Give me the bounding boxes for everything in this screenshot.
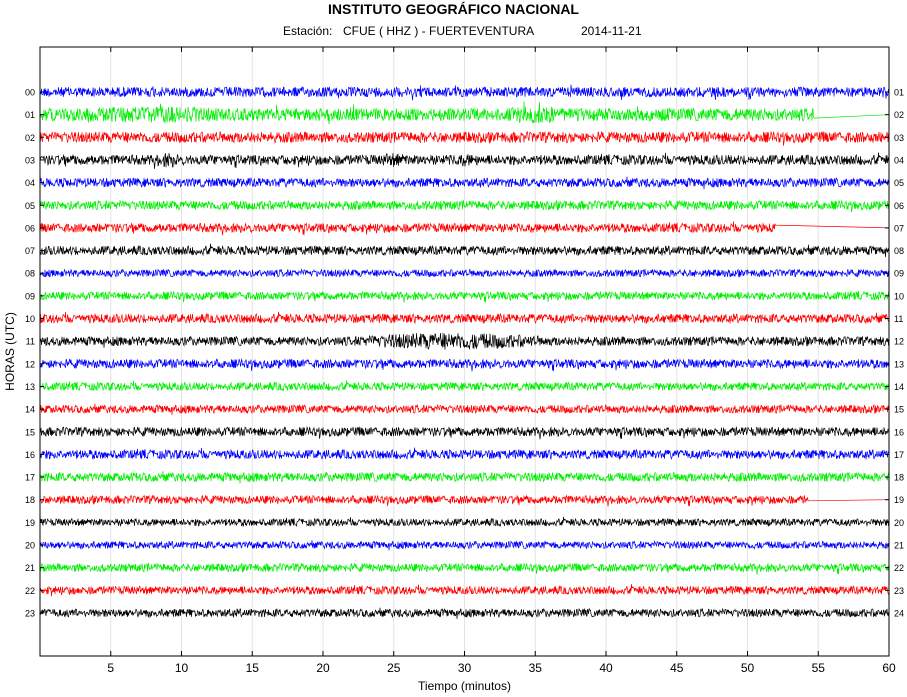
x-tick-label: 50	[741, 661, 755, 675]
hour-label-right: 23	[894, 586, 904, 596]
station-label: Estación:	[283, 24, 333, 38]
trace-hour-14	[39, 403, 890, 416]
trace-hour-13	[39, 380, 890, 392]
chart-subtitle: Estación: CFUE ( HHZ ) - FUERTEVENTURA 2…	[0, 24, 907, 40]
x-tick-label: 30	[458, 661, 472, 675]
hour-label-right: 15	[894, 405, 904, 415]
hour-label-left: 15	[25, 427, 35, 437]
hour-label-left: 23	[25, 608, 35, 618]
trace-hour-00	[39, 84, 890, 101]
hour-label-right: 18	[894, 473, 904, 483]
x-tick-label: 40	[599, 661, 613, 675]
trace-hour-15	[39, 426, 890, 440]
hour-label-right: 11	[894, 314, 903, 324]
hour-label-right: 01	[894, 88, 904, 98]
hour-label-right: 06	[894, 201, 904, 211]
hour-label-left: 21	[25, 563, 35, 573]
hour-label-left: 03	[25, 155, 35, 165]
hour-label-right: 12	[894, 337, 904, 347]
hour-label-left: 06	[25, 223, 35, 233]
x-tick-label: 55	[812, 661, 826, 675]
trace-hour-21	[39, 562, 890, 575]
hour-label-left: 05	[25, 201, 35, 211]
trace-hour-04	[39, 176, 890, 190]
hour-label-left: 08	[25, 269, 35, 279]
trace-hour-20	[39, 540, 890, 551]
x-tick-label: 25	[387, 661, 401, 675]
x-axis-label: Tiempo (minutos)	[418, 679, 511, 693]
hour-label-right: 08	[894, 246, 904, 256]
hour-label-right: 13	[894, 359, 904, 369]
x-tick-label: 60	[882, 661, 896, 675]
hour-label-left: 07	[25, 246, 35, 256]
hour-label-right: 24	[894, 608, 904, 618]
hour-label-left: 20	[25, 541, 35, 551]
hour-label-right: 05	[894, 178, 904, 188]
hour-label-left: 00	[25, 88, 35, 98]
trace-hour-18	[39, 494, 890, 507]
hour-label-left: 02	[25, 133, 35, 143]
trace-hour-10	[39, 311, 890, 325]
x-tick-label: 5	[107, 661, 114, 675]
hour-label-right: 16	[894, 427, 904, 437]
trace-hour-01	[39, 101, 890, 125]
chart-title: INSTITUTO GEOGRÁFICO NACIONAL	[328, 1, 579, 17]
hour-label-left: 04	[25, 178, 35, 188]
x-tick-label: 35	[529, 661, 543, 675]
trace-hour-06	[39, 221, 890, 236]
hour-label-left: 01	[25, 110, 35, 120]
hour-label-left: 12	[25, 359, 35, 369]
trace-hour-12	[39, 358, 890, 372]
hour-label-right: 09	[894, 269, 904, 279]
hour-label-left: 09	[25, 291, 35, 301]
hour-label-right: 21	[894, 541, 904, 551]
x-tick-label: 10	[175, 661, 189, 675]
hour-label-left: 18	[25, 495, 35, 505]
hour-label-right: 19	[894, 495, 904, 505]
hour-label-left: 19	[25, 518, 35, 528]
station-name: CFUE ( HHZ ) - FUERTEVENTURA	[343, 24, 535, 38]
x-tick-label: 15	[246, 661, 260, 675]
record-date: 2014-11-21	[581, 24, 642, 38]
trace-hour-08	[39, 268, 890, 278]
hour-label-right: 07	[894, 223, 904, 233]
hour-label-right: 20	[894, 518, 904, 528]
trace-hour-11	[39, 332, 890, 350]
hour-label-left: 17	[25, 473, 35, 483]
hour-label-left: 13	[25, 382, 35, 392]
hour-label-right: 14	[894, 382, 904, 392]
trace-hour-02	[39, 130, 890, 146]
trace-hour-03	[39, 152, 890, 169]
hour-label-right: 10	[894, 291, 904, 301]
hour-label-right: 04	[894, 155, 904, 165]
hour-label-right: 02	[894, 110, 904, 120]
trace-hour-17	[39, 471, 890, 484]
hour-label-right: 22	[894, 563, 904, 573]
hour-label-left: 11	[26, 337, 35, 347]
y-axis-label: HORAS (UTC)	[3, 312, 17, 391]
trace-hour-16	[39, 447, 890, 461]
trace-hour-05	[39, 199, 890, 213]
hour-label-left: 22	[25, 586, 35, 596]
trace-hour-19	[39, 516, 890, 528]
x-tick-label: 45	[670, 661, 684, 675]
x-tick-label: 20	[316, 661, 330, 675]
hour-label-left: 14	[25, 405, 35, 415]
hour-label-right: 17	[894, 450, 904, 460]
trace-hour-07	[39, 243, 890, 258]
hour-label-right: 03	[894, 133, 904, 143]
hour-label-left: 10	[25, 314, 35, 324]
trace-hour-09	[39, 290, 890, 303]
trace-hour-22	[39, 584, 890, 597]
hour-label-left: 16	[25, 450, 35, 460]
trace-hour-23	[39, 607, 890, 619]
